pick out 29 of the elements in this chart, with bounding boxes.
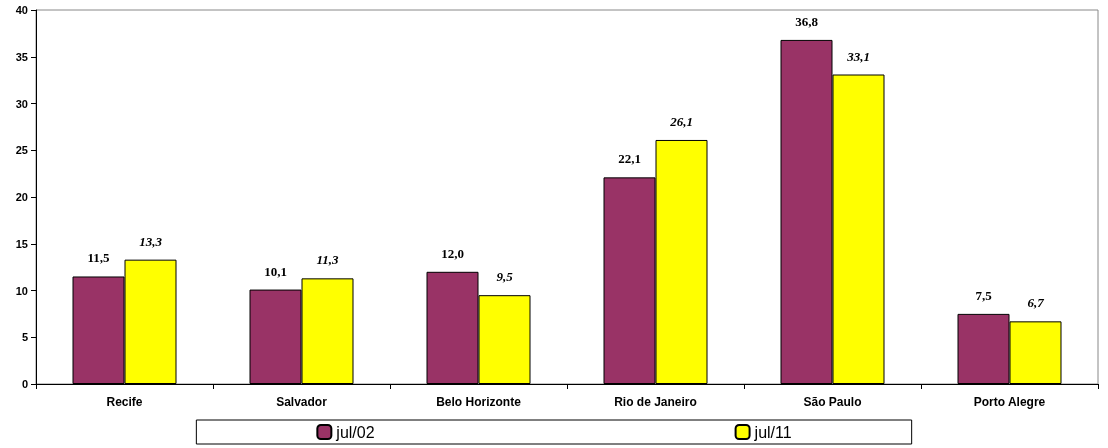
data-label: 7,5 bbox=[975, 287, 993, 303]
y-tick-label: 25 bbox=[15, 144, 28, 157]
y-tick-label: 20 bbox=[15, 191, 28, 203]
data-label: 6,7 bbox=[1027, 295, 1045, 311]
data-label: 36,8 bbox=[795, 13, 819, 29]
data-label: 12,0 bbox=[441, 245, 464, 261]
data-label: 13,3 bbox=[139, 233, 163, 249]
y-tick-label: 15 bbox=[15, 237, 28, 250]
y-tick-label: 40 bbox=[15, 4, 28, 16]
data-label: 9,5 bbox=[496, 269, 514, 285]
y-tick-label: 30 bbox=[15, 97, 28, 110]
data-label: 33,1 bbox=[846, 48, 870, 64]
y-tick-label: 5 bbox=[21, 331, 28, 344]
x-tick-label: Recife bbox=[106, 395, 143, 409]
data-label: 22,1 bbox=[618, 151, 641, 167]
legend-label: jul/11 bbox=[753, 423, 792, 441]
data-label: 11,3 bbox=[316, 252, 340, 268]
data-label: 10,1 bbox=[264, 263, 287, 279]
y-tick-label: 35 bbox=[15, 50, 28, 63]
y-tick-label: 10 bbox=[15, 284, 28, 297]
data-label: 11,5 bbox=[87, 250, 111, 266]
data-label: 26,1 bbox=[669, 113, 693, 129]
x-tick-label: Salvador bbox=[276, 395, 328, 409]
x-tick-label: Rio de Janeiro bbox=[614, 395, 697, 409]
y-tick-label: 0 bbox=[21, 378, 28, 390]
x-tick-label: Porto Alegre bbox=[973, 395, 1046, 409]
legend-label: jul/02 bbox=[335, 423, 375, 441]
x-tick-label: Belo Horizonte bbox=[436, 395, 522, 409]
x-tick-label: São Paulo bbox=[803, 395, 862, 409]
